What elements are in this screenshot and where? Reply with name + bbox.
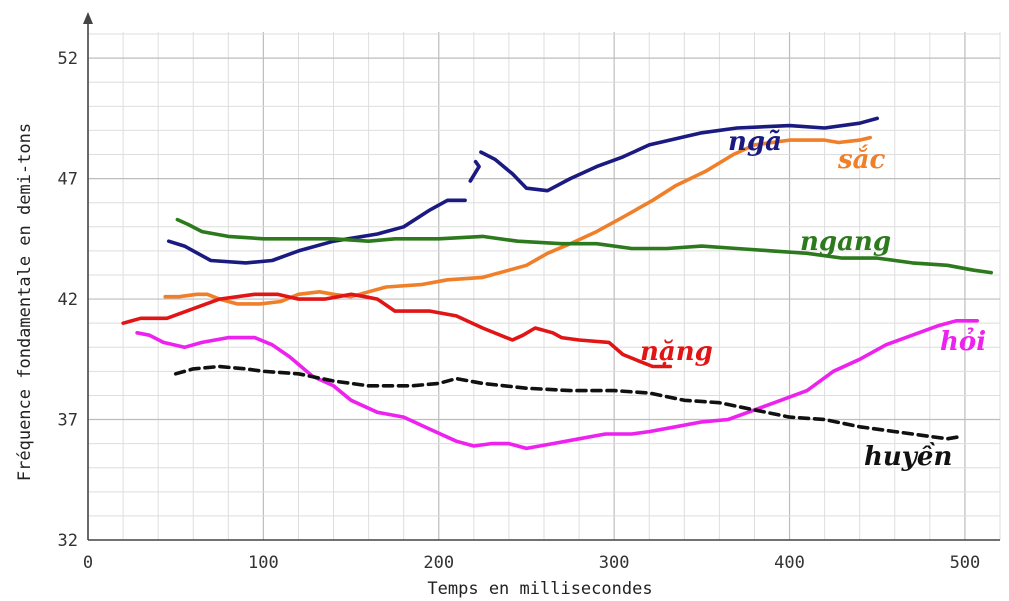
- series-sac-label: sắc: [837, 144, 885, 175]
- y-axis-arrow: [83, 12, 93, 24]
- series-layer: [121, 116, 993, 451]
- series-ngang-line: [175, 217, 993, 275]
- y-tick-label: 32: [58, 531, 78, 551]
- x-tick-label: 0: [83, 553, 93, 573]
- x-tick-label: 500: [950, 553, 981, 573]
- x-axis-title: Temps en millisecondes: [427, 579, 652, 599]
- series-nga-line: [479, 116, 879, 193]
- series-huyen-label: huyền: [864, 441, 952, 472]
- series-labels: ngã sắc ngang nặng hỏi huyền: [640, 127, 986, 472]
- y-tick-label: 52: [58, 49, 78, 69]
- series-huyen-line: [173, 364, 964, 441]
- x-tick-label: 100: [248, 553, 279, 573]
- y-tick-label: 42: [58, 290, 78, 310]
- series-nga-line: [468, 159, 481, 183]
- series-nang-line: [121, 292, 673, 369]
- series-sac-line: [163, 135, 872, 306]
- series-hoi-line: [135, 319, 979, 451]
- y-axis-title: Fréquence fondamentale en demi-tons: [15, 123, 35, 481]
- series-nang-label: nặng: [640, 337, 713, 367]
- series-nga-label: ngã: [728, 127, 782, 157]
- x-tick-label: 200: [423, 553, 454, 573]
- series-ngang-label: ngang: [800, 227, 891, 257]
- series-hoi-label: hỏi: [940, 327, 986, 357]
- x-tick-label: 300: [599, 553, 630, 573]
- x-tick-label: 400: [774, 553, 805, 573]
- y-tick-label: 47: [58, 170, 78, 190]
- series-nga-line: [166, 198, 467, 265]
- y-tick-label: 37: [58, 411, 78, 431]
- tick-labels: 0 100 200 300 400 500 32 37 42 47 52: [58, 49, 981, 573]
- grid: [88, 32, 1001, 540]
- axes: [83, 12, 1000, 541]
